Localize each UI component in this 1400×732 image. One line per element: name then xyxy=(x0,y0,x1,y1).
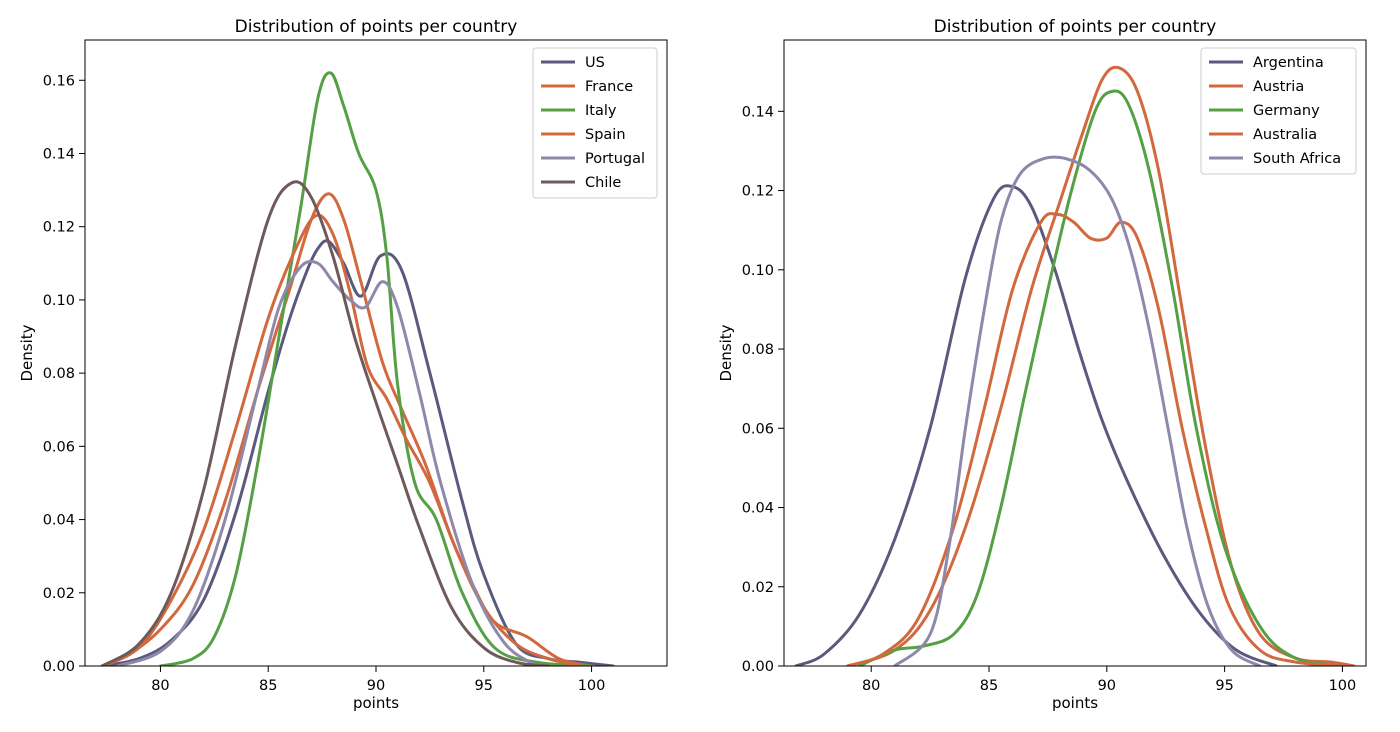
axes-frame xyxy=(783,39,1367,667)
y-tick-label: 0.02 xyxy=(742,580,774,596)
left-chart: 80 85 90 95 100 0.00 0.02 0.04 0.06 0.08 0.10 0.12 0… xyxy=(18,17,668,712)
x-tick-label: 100 xyxy=(578,678,606,694)
y-tick-label: 0.02 xyxy=(43,586,75,602)
legend-label: Italy xyxy=(585,103,617,119)
legend-label: Argentina xyxy=(1253,55,1324,71)
y-tick-label: 0.04 xyxy=(43,513,75,529)
y-tick-label: 0.10 xyxy=(43,293,75,309)
y-tick-label: 0.16 xyxy=(43,73,75,89)
y-axis-label: Density xyxy=(717,324,735,381)
legend-label: Portugal xyxy=(585,151,645,167)
y-tick-label: 0.14 xyxy=(43,146,75,162)
series-line-italy xyxy=(158,71,594,666)
series-line-germany xyxy=(857,89,1344,666)
y-tick-label: 0.00 xyxy=(43,659,75,675)
legend: Argentina Austria Germany Australia South Af… xyxy=(1200,47,1357,175)
legend-label: South Africa xyxy=(1253,151,1341,167)
legend-label: Austria xyxy=(1253,79,1304,95)
series-line-australia xyxy=(846,212,1344,666)
y-tick-label: 0.04 xyxy=(742,501,774,517)
y-tick-label: 0.08 xyxy=(742,342,774,358)
x-tick-label: 85 xyxy=(980,678,998,694)
legend: US France Italy Spain Portugal Chile xyxy=(532,47,658,199)
legend-box xyxy=(1200,47,1357,175)
legend-label: Chile xyxy=(585,175,621,191)
y-tick-label: 0.08 xyxy=(43,366,75,382)
y-tick-label: 0.10 xyxy=(742,263,774,279)
x-tick-label: 80 xyxy=(151,678,169,694)
series-group xyxy=(794,65,1356,666)
right-chart: 80 85 90 95 100 0.00 0.02 0.04 0.06 0.08 0.10 0.12 0… xyxy=(717,17,1367,712)
chart-title: Distribution of points per country xyxy=(934,17,1217,37)
x-tick-label: 95 xyxy=(475,678,493,694)
legend-label: Australia xyxy=(1253,127,1317,143)
series-line-france xyxy=(100,192,594,666)
x-tick-label: 90 xyxy=(367,678,385,694)
x-tick-label: 100 xyxy=(1329,678,1357,694)
series-line-south-africa xyxy=(893,155,1262,666)
y-axis-label: Density xyxy=(18,324,36,381)
series-line-argentina xyxy=(794,184,1278,666)
y-tick-label: 0.14 xyxy=(742,104,774,120)
legend-label: US xyxy=(585,55,605,71)
legend-label: Germany xyxy=(1253,103,1320,119)
y-tick-label: 0.12 xyxy=(742,184,774,200)
series-line-austria xyxy=(846,65,1356,666)
y-tick-label: 0.06 xyxy=(43,439,75,455)
x-tick-label: 85 xyxy=(259,678,277,694)
x-tick-label: 95 xyxy=(1215,678,1233,694)
y-tick-label: 0.00 xyxy=(742,659,774,675)
legend-label: Spain xyxy=(585,127,626,143)
y-tick-label: 0.06 xyxy=(742,421,774,437)
series-line-chile xyxy=(100,180,550,666)
series-group xyxy=(100,71,615,666)
x-tick-label: 80 xyxy=(862,678,880,694)
y-tick-label: 0.12 xyxy=(43,220,75,236)
chart-title: Distribution of points per country xyxy=(235,17,518,37)
x-tick-label: 90 xyxy=(1098,678,1116,694)
x-axis-label: points xyxy=(353,694,399,712)
x-axis-label: points xyxy=(1052,694,1098,712)
legend-label: France xyxy=(585,79,633,95)
